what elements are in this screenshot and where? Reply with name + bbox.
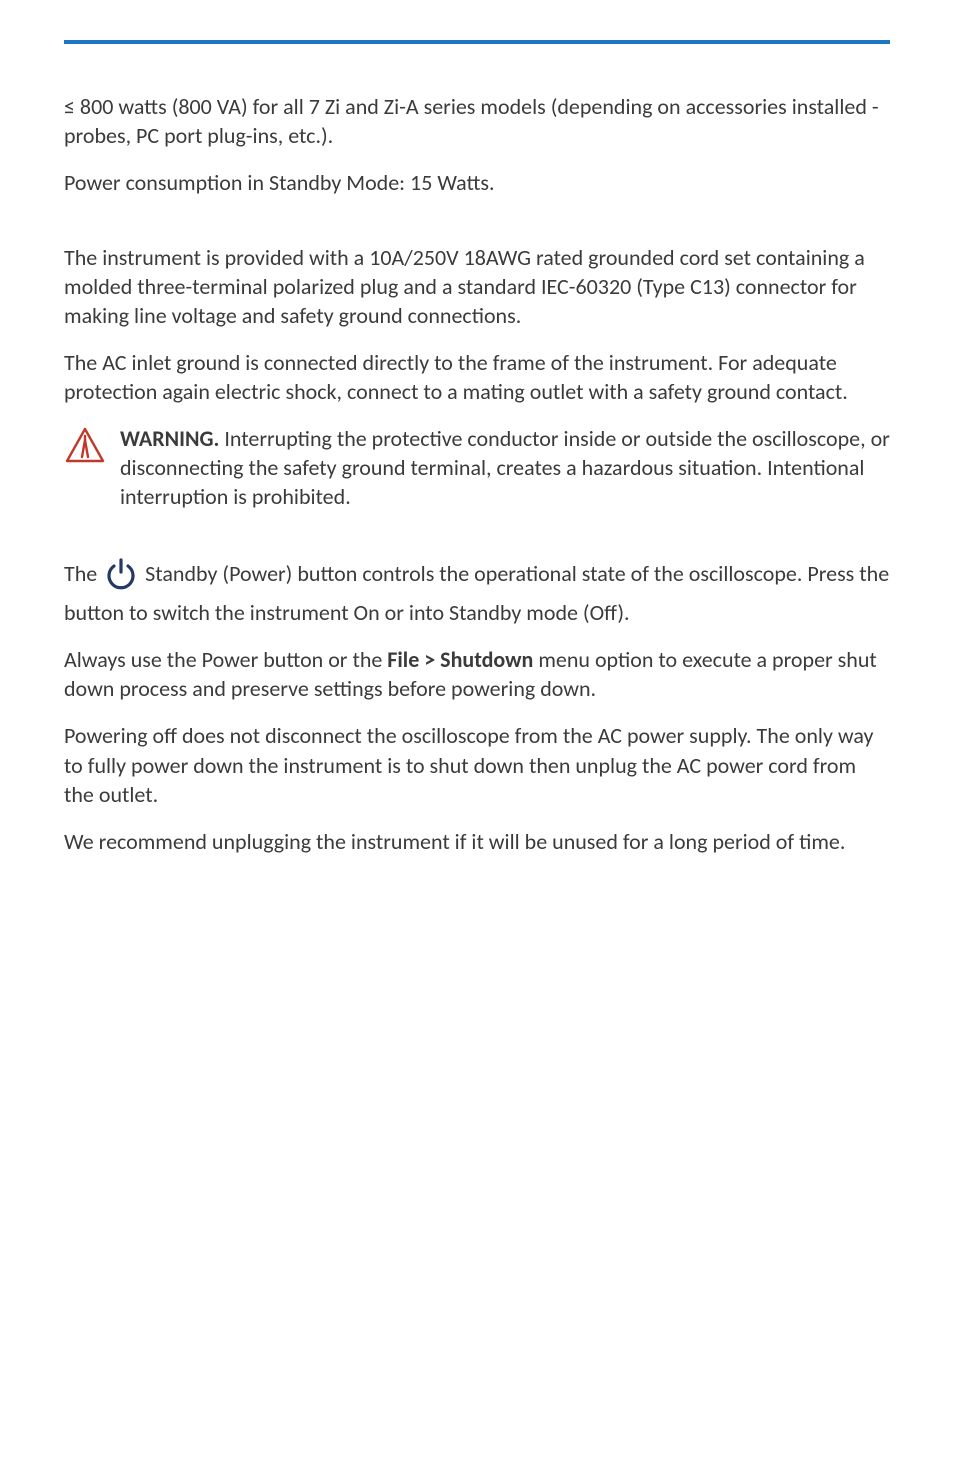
- warning-text: WARNING. Interrupting the protective con…: [120, 424, 890, 511]
- shutdown-text-a: Always use the Power button or the: [64, 646, 387, 673]
- cord-set-text: The instrument is provided with a 10A/25…: [64, 243, 890, 330]
- standby-post-text: Standby (Power) button controls the oper…: [64, 560, 889, 626]
- unplug-recommendation-text: We recommend unplugging the instrument i…: [64, 827, 890, 856]
- standby-pre-text: The: [64, 560, 102, 587]
- power-icon: [104, 557, 138, 598]
- section-gap: [64, 215, 890, 243]
- ac-inlet-text: The AC inlet ground is connected directl…: [64, 348, 890, 406]
- warning-label: WARNING.: [120, 425, 219, 452]
- standby-consumption-text: Power consumption in Standby Mode: 15 Wa…: [64, 168, 890, 197]
- section-gap-2: [64, 529, 890, 557]
- document-page: ≤ 800 watts (800 VA) for all 7 Zi and Zi…: [0, 0, 954, 954]
- standby-button-paragraph: The Standby (Power) button controls the …: [64, 557, 890, 627]
- shutdown-menu-path: File > Shutdown: [387, 646, 533, 673]
- header-rule: [64, 40, 890, 44]
- warning-body: Interrupting the protective conductor in…: [120, 425, 890, 510]
- power-consumption-text: ≤ 800 watts (800 VA) for all 7 Zi and Zi…: [64, 92, 890, 150]
- shutdown-menu-text: Always use the Power button or the File …: [64, 645, 890, 703]
- warning-block: WARNING. Interrupting the protective con…: [64, 424, 890, 511]
- powering-off-text: Powering off does not disconnect the osc…: [64, 721, 890, 808]
- warning-triangle-icon: [64, 426, 106, 469]
